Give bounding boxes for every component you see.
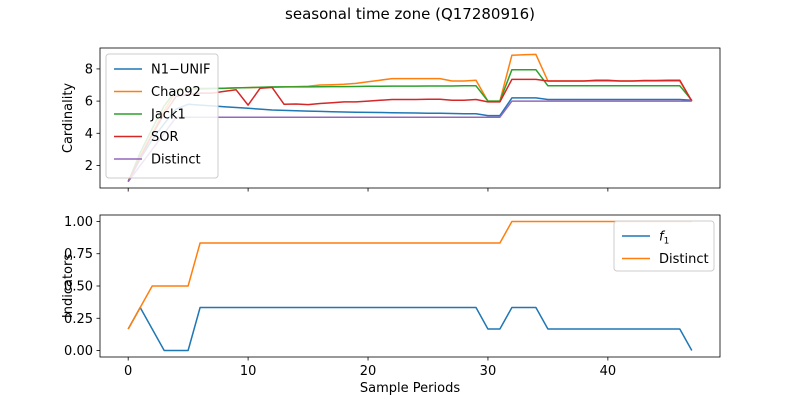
legend-box [105,53,219,179]
series-line-jack1 [127,68,693,182]
series-line-n1-unif [127,97,692,182]
x-tick-label: 0 [124,364,132,379]
x-tick-label: 20 [360,364,377,379]
y-axis-label: Indicators [61,254,76,318]
legend-label: Chao92 [151,85,201,100]
legend-label: Distinct [151,153,201,168]
y-tick-label: 2 [85,159,93,174]
axes-frame [99,47,721,189]
x-tick-label: 10 [240,364,257,379]
x-axis-label: Sample Periods [360,381,460,396]
legend: f1 Distinct [613,220,715,272]
legend-label: Distinct [659,252,709,267]
legend-label: N1−UNIF [151,63,210,78]
figure-title: seasonal time zone (Q17280916) [285,5,535,23]
x-tick-label: 30 [480,364,497,379]
cardinality-panel: 2 4 6 8 Cardinality N1−UNIF Chao92 Jack1 SOR Dist… [61,47,721,192]
legend-label: f1 [659,230,669,247]
legend-label: SOR [151,130,179,145]
legend-label: Jack1 [150,108,186,123]
y-tick-label: 1.00 [64,215,93,230]
series-line-f1 [127,306,693,352]
legend: N1−UNIF Chao92 Jack1 SOR Distinct [105,53,219,179]
y-axis-label: Cardinality [61,83,76,154]
x-tick-label: 40 [600,364,617,379]
y-tick-label: 0.50 [64,280,93,295]
y-tick-label: 0.00 [64,344,93,359]
indicators-panel: 0 10 20 30 40 0.00 0.25 0.50 0.75 1.00 Indicators S… [61,214,721,396]
series-line-sor [127,78,693,182]
y-tick-label: 6 [85,95,93,110]
y-tick-label: 8 [85,62,93,77]
y-tick-label: 0.25 [64,312,93,327]
y-tick-label: 4 [85,127,93,142]
y-tick-label: 0.75 [64,247,93,262]
series-line-distinct [127,220,692,330]
series-line-distinct [127,100,692,183]
